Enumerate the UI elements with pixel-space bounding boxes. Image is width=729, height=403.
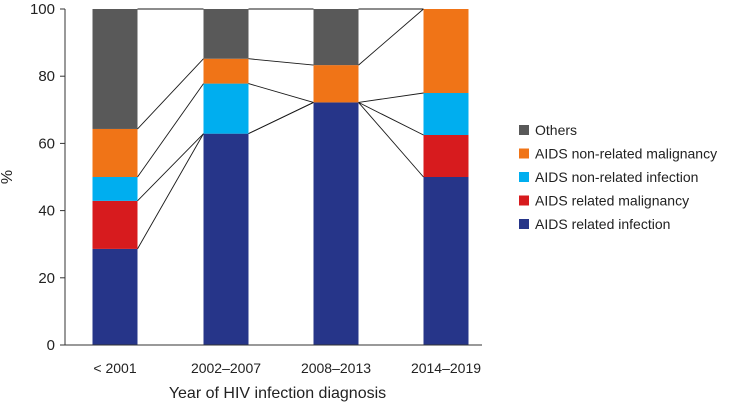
bar-segment [313, 102, 359, 346]
legend-swatch [519, 172, 529, 182]
connector-line [137, 133, 204, 250]
axes [64, 9, 482, 346]
legend: Others AIDS non-related malignancy AIDS no… [519, 122, 717, 232]
connector-line [248, 83, 314, 103]
bar-segment [203, 133, 249, 345]
bar-segment [313, 65, 359, 103]
connector-line [358, 8, 424, 66]
x-category-label: < 2001 [93, 360, 136, 376]
bar-segment [203, 58, 249, 84]
legend-label: Others [535, 122, 577, 138]
x-category-labels: < 2001 2002–2007 2008–2013 2014–2019 [93, 360, 481, 376]
connector-lines [137, 8, 424, 250]
legend-label: AIDS non-related malignancy [535, 146, 717, 162]
legend-label: AIDS related malignancy [535, 193, 689, 209]
y-tick-label: 80 [38, 68, 55, 85]
legend-swatch [519, 125, 529, 135]
legend-label: AIDS related infection [535, 216, 670, 232]
bar-segment [203, 9, 249, 59]
connector-line [358, 102, 424, 136]
y-tick-label: 60 [38, 135, 55, 152]
x-axis-title: Year of HIV infection diagnosis [169, 385, 386, 402]
bar-segment [92, 200, 138, 249]
bar-segment [423, 93, 469, 135]
connector-line [137, 83, 204, 178]
y-tick-label: 100 [30, 1, 55, 18]
bar-segment [423, 177, 469, 345]
bar-segment [203, 83, 249, 134]
legend-swatch [519, 148, 529, 159]
bar-segment [92, 177, 138, 201]
connector-line [358, 92, 424, 103]
connector-line [137, 133, 204, 202]
legend-swatch [519, 195, 529, 206]
bar-segment [92, 128, 138, 177]
bar-segment [423, 9, 469, 93]
y-axis-title: % [0, 170, 16, 184]
bar-segment [423, 135, 469, 177]
bar-segment [92, 248, 138, 345]
y-tick-label: 40 [38, 203, 55, 220]
connector-line [358, 102, 424, 178]
bar-segments [92, 9, 469, 346]
legend-swatch [519, 219, 529, 229]
x-category-label: 2008–2013 [301, 360, 371, 376]
x-category-label: 2014–2019 [411, 360, 481, 376]
x-category-label: 2002–2007 [191, 360, 261, 376]
y-tick-label: 20 [38, 270, 55, 287]
connector-line [248, 58, 314, 66]
bar-segment [92, 9, 138, 129]
connector-line [137, 58, 204, 130]
bar-segment [313, 9, 359, 66]
y-tick-label: 0 [47, 337, 55, 354]
y-ticks: 0 20 40 60 80 100 [30, 1, 65, 354]
legend-label: AIDS non-related infection [535, 169, 698, 185]
connector-line [248, 102, 314, 135]
